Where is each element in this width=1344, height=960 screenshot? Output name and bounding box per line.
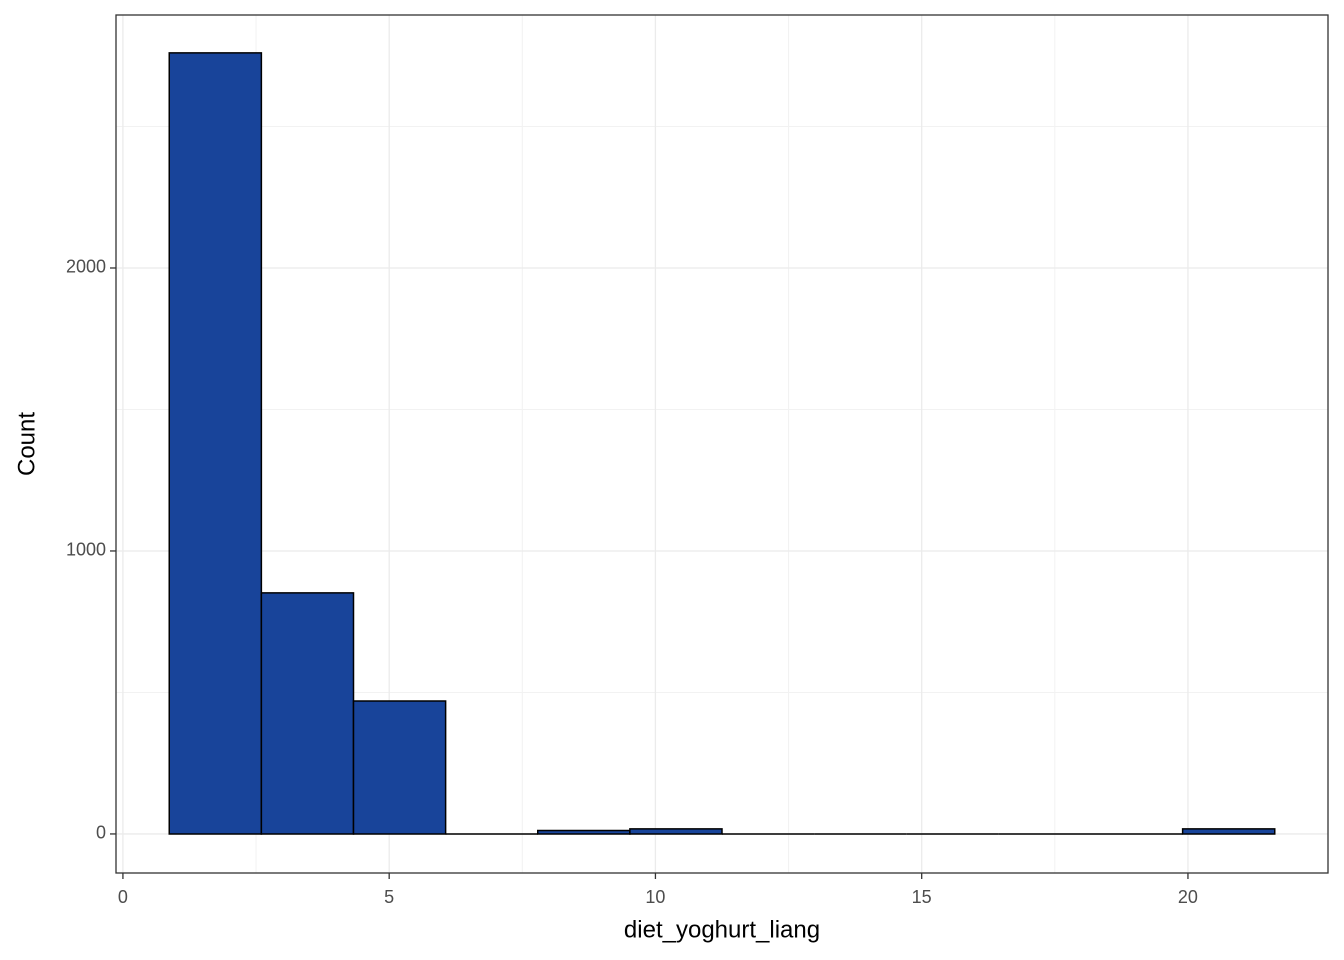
x-tick-label: 15 [912, 887, 932, 907]
bar [537, 829, 631, 835]
bar [1181, 828, 1276, 835]
bar [168, 52, 263, 835]
x-axis-title: diet_yoghurt_liang [624, 916, 820, 943]
x-tick-label: 0 [118, 887, 128, 907]
bar [352, 700, 447, 835]
y-axis-title: Count [13, 412, 40, 476]
x-tick-label: 20 [1178, 887, 1198, 907]
x-tick-label: 5 [384, 887, 394, 907]
y-tick-label: 1000 [66, 540, 106, 560]
bar [260, 592, 355, 835]
x-tick-label: 10 [645, 887, 665, 907]
y-tick-label: 0 [96, 823, 106, 843]
panel-border [115, 14, 1329, 874]
y-tick-label: 2000 [66, 257, 106, 277]
bar [629, 828, 723, 835]
